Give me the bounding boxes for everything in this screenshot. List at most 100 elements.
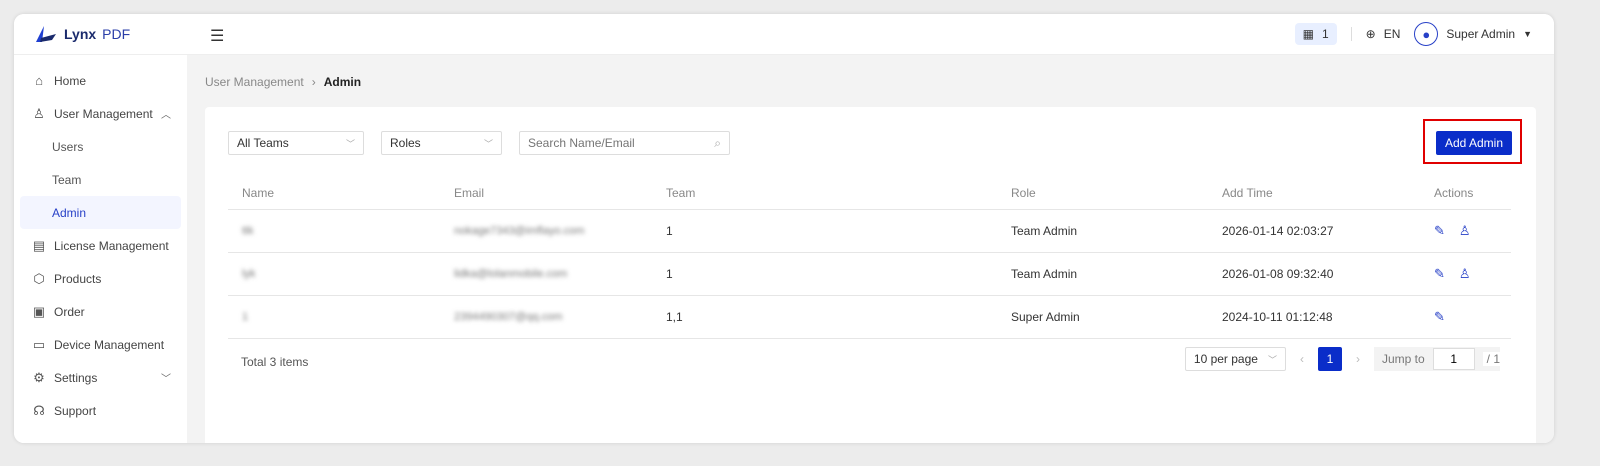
table-row: 1 2394490307@qq.com 1,1 Super Admin 2024… — [228, 295, 1511, 339]
cell-add-time: 2026-01-14 02:03:27 — [1208, 209, 1420, 253]
column-header-team: Team — [652, 177, 997, 210]
chevron-down-icon: ﹀ — [483, 138, 493, 149]
page-button-1[interactable]: 1 — [1317, 347, 1342, 371]
role-filter-value: Roles — [390, 136, 421, 150]
cell-email: 2394490307@qq.com — [440, 295, 652, 339]
sidebar-item-products[interactable]: ⬡ Products — [14, 262, 187, 295]
cell-team: 1 — [652, 209, 997, 253]
avatar: ● — [1414, 22, 1439, 46]
sidebar-item-team[interactable]: Team — [14, 163, 187, 196]
sidebar: ⌂ Home ♙ User Management ︿ Users Team Admin… — [14, 55, 187, 443]
prev-page-button[interactable]: ‹ — [1299, 352, 1304, 366]
license-icon: ▤ — [32, 237, 46, 253]
table-header-row: Name Email Team Role Add Time Actions — [228, 177, 1511, 210]
sidebar-item-users[interactable]: Users — [14, 130, 187, 163]
chevron-down-icon: ﹀ — [345, 138, 355, 149]
sidebar-item-home[interactable]: ⌂ Home — [14, 64, 187, 97]
cell-add-time: 2024-10-11 01:12:48 — [1208, 295, 1420, 339]
cell-actions: ✎ ♙ — [1420, 209, 1511, 253]
total-items: Total 3 items — [241, 355, 309, 369]
chevron-right-icon: › — [311, 75, 316, 89]
jump-to: Jump to / 1 — [1373, 347, 1500, 371]
highlight-box — [1423, 119, 1522, 164]
lynx-logo-icon — [36, 26, 56, 42]
cell-team: 1 — [652, 252, 997, 296]
admin-card: All Teams ﹀ Roles ﹀ ⌕ Add Admin Name Email… — [205, 107, 1536, 443]
language-label: EN — [1383, 27, 1401, 41]
breadcrumb-current: Admin — [323, 75, 362, 89]
chevron-up-icon: ︿ — [161, 110, 171, 121]
team-filter-select[interactable]: All Teams ﹀ — [228, 131, 364, 155]
chevron-down-icon: ﹀ — [1267, 354, 1277, 365]
cell-add-time: 2026-01-08 09:32:40 — [1208, 252, 1420, 296]
edit-icon[interactable]: ✎ — [1434, 222, 1445, 238]
sidebar-item-admin[interactable]: Admin — [20, 196, 181, 229]
search-icon[interactable]: ⌕ — [714, 135, 721, 150]
cell-name: ttk — [228, 209, 440, 253]
main-content: User Management › Admin All Teams ﹀ Roles ﹀ … — [187, 55, 1554, 443]
page-size-value: 10 per page — [1193, 352, 1258, 366]
settings-icon: ⚙ — [33, 369, 45, 385]
sidebar-item-label: Device Management — [54, 337, 165, 352]
user-manage-icon: ♙ — [33, 105, 45, 121]
search-input[interactable] — [528, 136, 698, 150]
device-icon: ▭ — [32, 336, 46, 352]
cell-team: 1,1 — [652, 295, 997, 339]
edit-icon[interactable]: ✎ — [1434, 308, 1445, 324]
edit-icon[interactable]: ✎ — [1434, 265, 1445, 281]
breadcrumb: User Management › Admin — [205, 75, 361, 89]
sidebar-item-label: License Management — [54, 238, 169, 253]
role-filter-select[interactable]: Roles ﹀ — [381, 131, 502, 155]
cell-role: Super Admin — [997, 295, 1208, 339]
chevron-down-icon: ▼ — [1523, 29, 1532, 39]
sidebar-item-label: Admin — [52, 205, 87, 220]
cell-email: nokage7343@imflayo.com — [440, 209, 652, 253]
cell-role: Team Admin — [997, 252, 1208, 296]
table-row: lyk lidka@lolanmobile.com 1 Team Admin 2… — [228, 252, 1511, 296]
chevron-down-icon: ﹀ — [161, 374, 171, 385]
cell-actions: ✎ — [1420, 295, 1511, 339]
logo-suffix: PDF — [102, 26, 131, 42]
order-icon: ▣ — [32, 303, 46, 319]
column-header-actions: Actions — [1420, 177, 1511, 210]
products-icon: ⬡ — [33, 270, 45, 286]
sidebar-item-license-management[interactable]: ▤ License Management — [14, 229, 187, 262]
column-header-name: Name — [228, 177, 440, 210]
cell-role: Team Admin — [997, 209, 1208, 253]
page-total: / 1 — [1482, 352, 1500, 366]
org-count: 1 — [1321, 27, 1329, 41]
home-icon: ⌂ — [35, 73, 43, 88]
remove-user-icon[interactable]: ♙ — [1458, 265, 1471, 281]
language-selector[interactable]: ⊕ EN — [1366, 27, 1401, 41]
logo-name: Lynx — [64, 26, 97, 42]
search-box: ⌕ — [519, 131, 730, 155]
sidebar-item-device-management[interactable]: ▭ Device Management — [14, 328, 187, 361]
divider — [1350, 27, 1352, 41]
sidebar-item-user-management[interactable]: ♙ User Management ︿ — [14, 97, 187, 130]
page-size-select[interactable]: 10 per page ﹀ — [1184, 347, 1286, 371]
remove-user-icon[interactable]: ♙ — [1458, 222, 1471, 238]
cell-name: 1 — [228, 295, 440, 339]
sidebar-item-support[interactable]: ☊ Support — [14, 394, 187, 427]
team-filter-value: All Teams — [237, 136, 289, 150]
column-header-role: Role — [997, 177, 1208, 210]
column-header-email: Email — [440, 177, 652, 210]
table-row: ttk nokage7343@imflayo.com 1 Team Admin … — [228, 209, 1511, 253]
organization-button[interactable]: ▦ 1 — [1294, 23, 1337, 45]
jump-page-input[interactable] — [1432, 348, 1475, 370]
menu-collapse-icon[interactable]: ☰ — [210, 28, 225, 45]
sidebar-item-order[interactable]: ▣ Order — [14, 295, 187, 328]
cell-name: lyk — [228, 252, 440, 296]
next-page-button[interactable]: › — [1355, 352, 1360, 366]
sidebar-item-label: Support — [54, 403, 97, 418]
sidebar-item-label: Users — [52, 139, 84, 154]
breadcrumb-parent[interactable]: User Management — [205, 75, 304, 89]
sidebar-item-label: Order — [54, 304, 85, 319]
building-icon: ▦ — [1302, 27, 1314, 41]
user-menu[interactable]: ● Super Admin ▼ — [1414, 22, 1532, 46]
logo[interactable]: Lynx PDF — [32, 26, 130, 42]
globe-icon: ⊕ — [1365, 27, 1376, 41]
add-admin-button[interactable]: Add Admin — [1436, 131, 1512, 155]
sidebar-item-label: User Management — [54, 106, 153, 121]
sidebar-item-settings[interactable]: ⚙ Settings ﹀ — [14, 361, 187, 394]
